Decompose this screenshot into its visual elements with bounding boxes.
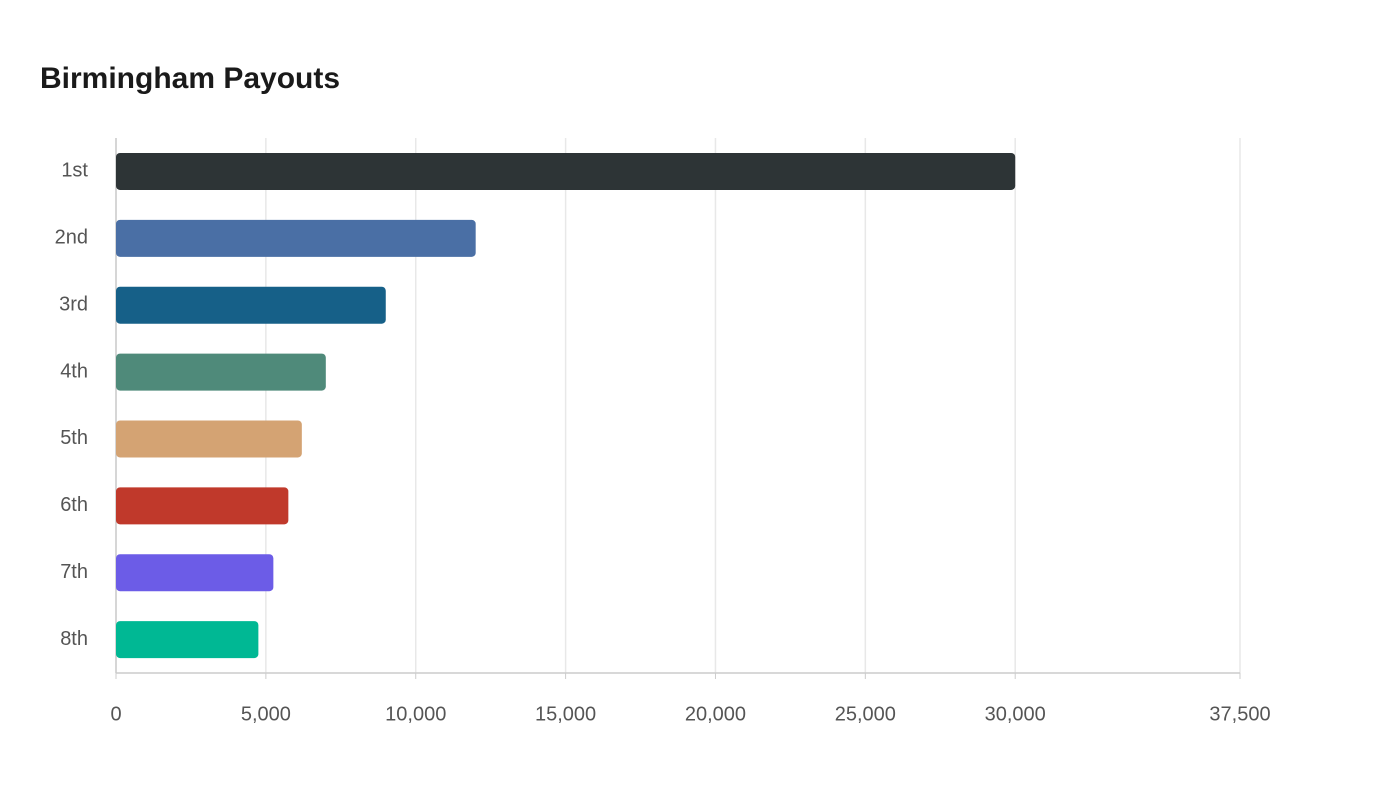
y-tick-label: 1st — [61, 160, 88, 182]
y-tick-label: 7th — [60, 561, 88, 583]
y-tick-label: 2nd — [55, 227, 88, 249]
y-tick-label: 6th — [60, 494, 88, 516]
bar — [116, 420, 302, 458]
y-tick-label: 3rd — [59, 293, 88, 315]
bar — [116, 487, 289, 525]
y-tick-label: 4th — [60, 360, 88, 382]
x-tick-label: 5,000 — [241, 703, 291, 725]
x-tick-label: 30,000 — [985, 703, 1046, 725]
bar — [116, 353, 326, 391]
x-tick-label: 37,500 — [1209, 703, 1270, 725]
bar — [116, 152, 1016, 190]
chart-title: Birmingham Payouts — [40, 62, 340, 95]
bar — [116, 621, 259, 659]
x-tick-label: 25,000 — [835, 703, 896, 725]
x-tick-label: 0 — [110, 703, 121, 725]
x-tick-label: 20,000 — [685, 703, 746, 725]
y-tick-label: 8th — [60, 628, 88, 650]
bar — [116, 554, 274, 592]
y-tick-label: 5th — [60, 427, 88, 449]
bar — [116, 286, 386, 324]
x-tick-label: 10,000 — [385, 703, 446, 725]
bar — [116, 219, 476, 257]
x-tick-label: 15,000 — [535, 703, 596, 725]
